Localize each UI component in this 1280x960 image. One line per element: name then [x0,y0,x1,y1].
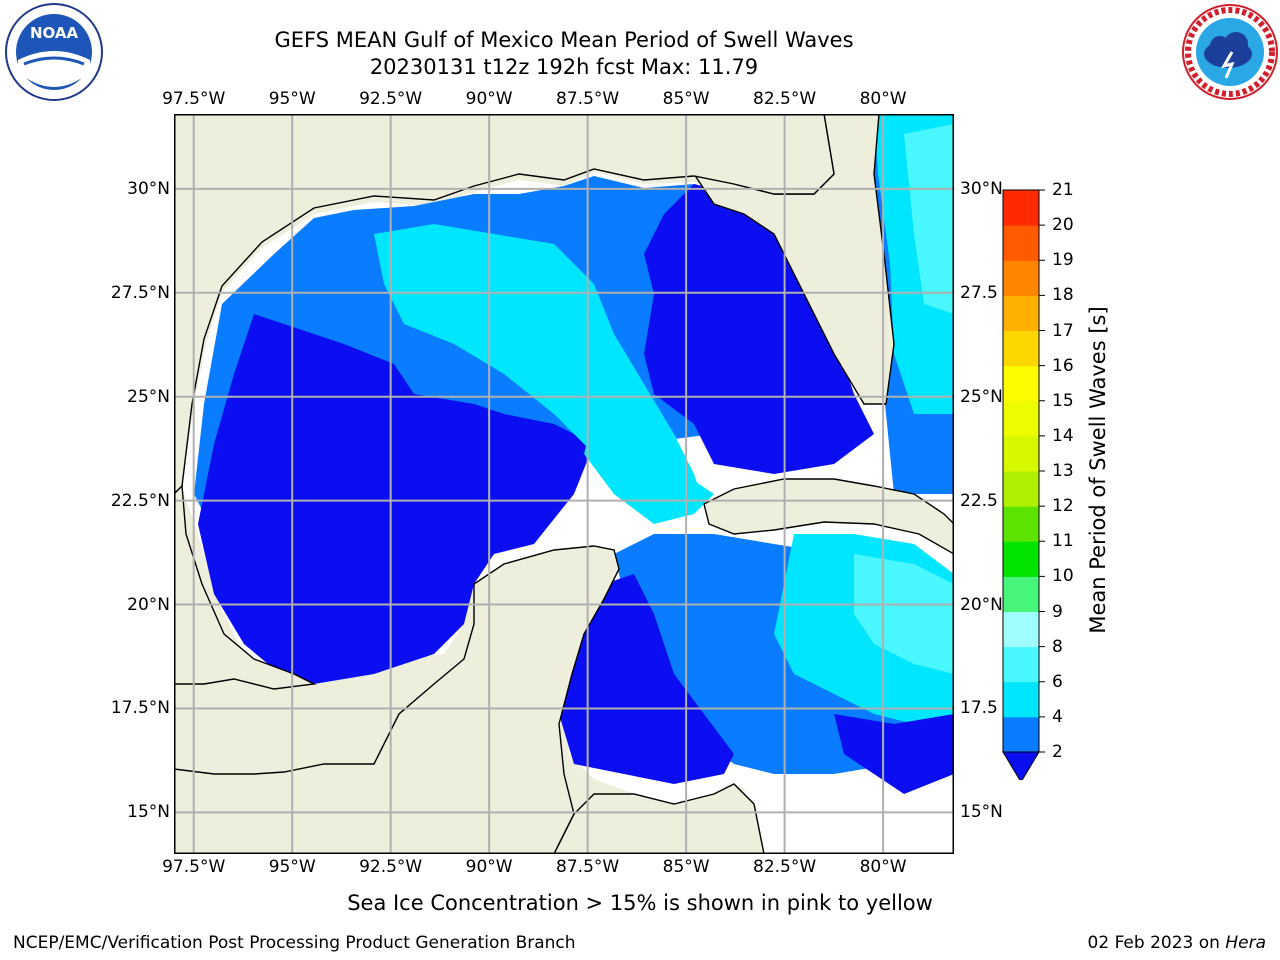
colorbar-extend-triangle [1002,751,1040,780]
colorbar-segment [1003,295,1039,331]
map-title: GEFS MEAN Gulf of Mexico Mean Period of … [274,28,854,52]
lat-tick-right: 20°N [960,594,1003,615]
lat-tick-right: 17.5 [960,698,998,719]
swell-band-deep-east [644,184,874,474]
footer-date: 02 Feb 2023 on Hera [1088,933,1266,953]
yucatan-land [174,545,620,854]
noaa-logo-icon: NOAA [5,3,103,101]
colorbar-tick-label: 14 [1052,425,1074,446]
colorbar-tick-label: 11 [1052,531,1074,552]
colorbar [1002,189,1045,780]
colorbar-tick-label: 18 [1052,285,1074,306]
colorbar-segment [1003,471,1039,507]
colorbar-tick-label: 6 [1052,671,1063,692]
colorbar-segment [1003,506,1039,542]
mexico-west-coast-land [174,484,317,690]
lon-tick-bottom: 82.5°W [753,857,817,877]
colorbar-label: Mean Period of Swell Waves [s] [1086,306,1110,634]
map-gridlines [174,114,954,854]
lon-tick-bottom: 87.5°W [556,857,620,877]
lat-tick-right: 15°N [960,802,1003,823]
central-america-land [553,783,765,854]
lon-tick-top: 90°W [465,89,513,109]
lon-tick-top: 80°W [859,89,907,109]
colorbar-segment [1003,260,1039,296]
nws-logo-icon [1182,4,1278,100]
colorbar-segment [1003,400,1039,437]
colorbar-segment [1003,646,1039,683]
noaa-logo-text: NOAA [30,24,79,42]
lat-tick-left: 27.5°N [110,282,170,303]
lat-tick-right: 25°N [960,386,1003,407]
lat-tick-left: 20°N [127,594,170,615]
lat-tick-right: 22.5 [960,490,998,511]
cuba-land [703,478,954,555]
lon-tick-top: 87.5°W [556,89,620,109]
colorbar-tick-label: 21 [1052,180,1074,200]
lon-tick-top: 85°W [662,89,710,109]
colorbar-tick-label: 13 [1052,461,1074,481]
colorbar-tick-label: 17 [1052,320,1074,341]
colorbar-segment [1003,541,1039,577]
lon-tick-top: 97.5°W [162,89,226,109]
map-subtitle-run: 20230131 t12z 192h fcst Max: 11.79 [369,55,759,79]
colorbar-tick-label: 8 [1052,636,1063,657]
map-frame [174,114,954,854]
lon-tick-bottom: 92.5°W [359,857,423,877]
lat-tick-left: 17.5°N [110,698,170,719]
swell-band-carib-6-8 [854,554,954,674]
colorbar-segment [1003,365,1039,402]
swell-band-atl-6-8 [904,124,954,314]
colorbar-segment [1003,576,1039,612]
lat-tick-left: 25°N [127,386,170,407]
lon-tick-bottom: 85°W [662,857,710,877]
lon-tick-top: 82.5°W [753,89,817,109]
colorbar-tick-label: 16 [1052,355,1074,376]
swell-band-deep [198,314,594,684]
colorbar-tick-label: 20 [1052,215,1074,236]
lon-tick-bottom: 90°W [465,857,513,877]
lon-tick-top: 92.5°W [359,89,423,109]
map-panel [174,114,954,854]
swell-band-4-6-tail [584,414,714,524]
colorbar-tick-label: 2 [1052,742,1063,762]
colorbar-tick-label: 15 [1052,390,1074,411]
sea-ice-note: Sea Ice Concentration > 15% is shown in … [347,891,933,915]
colorbar-tick-label: 9 [1052,601,1063,622]
footer-date-text: 02 Feb 2023 on [1087,933,1226,953]
footer-branch: NCEP/EMC/Verification Post Processing Pr… [13,933,576,953]
lat-tick-left: 15°N [127,802,170,823]
swell-band-carib-deep-east [834,714,954,794]
colorbar-tick-label: 19 [1052,250,1074,271]
colorbar-segment [1003,716,1039,753]
lat-tick-right: 30°N [960,178,1003,199]
colorbar-tick-label: 12 [1052,496,1074,517]
lat-tick-left: 30°N [127,178,170,199]
colorbar-tick-label: 10 [1052,566,1074,587]
us-gulf-coast-land [174,114,835,495]
colorbar-tick-label: 4 [1052,706,1063,727]
colorbar-segment [1003,681,1039,718]
swell-band-carib-deep [559,574,734,784]
footer-host: Hera [1225,933,1266,953]
colorbar-segment [1003,225,1039,261]
lon-tick-bottom: 97.5°W [162,857,226,877]
lon-tick-bottom: 95°W [268,857,316,877]
colorbar-segment [1003,330,1039,367]
colorbar-segment [1003,611,1039,648]
lat-tick-right: 27.5 [960,282,998,303]
lat-tick-left: 22.5°N [110,490,170,511]
colorbar-segment [1003,190,1039,226]
lon-tick-top: 95°W [268,89,316,109]
lon-tick-bottom: 80°W [859,857,907,877]
colorbar-segment [1003,435,1039,472]
